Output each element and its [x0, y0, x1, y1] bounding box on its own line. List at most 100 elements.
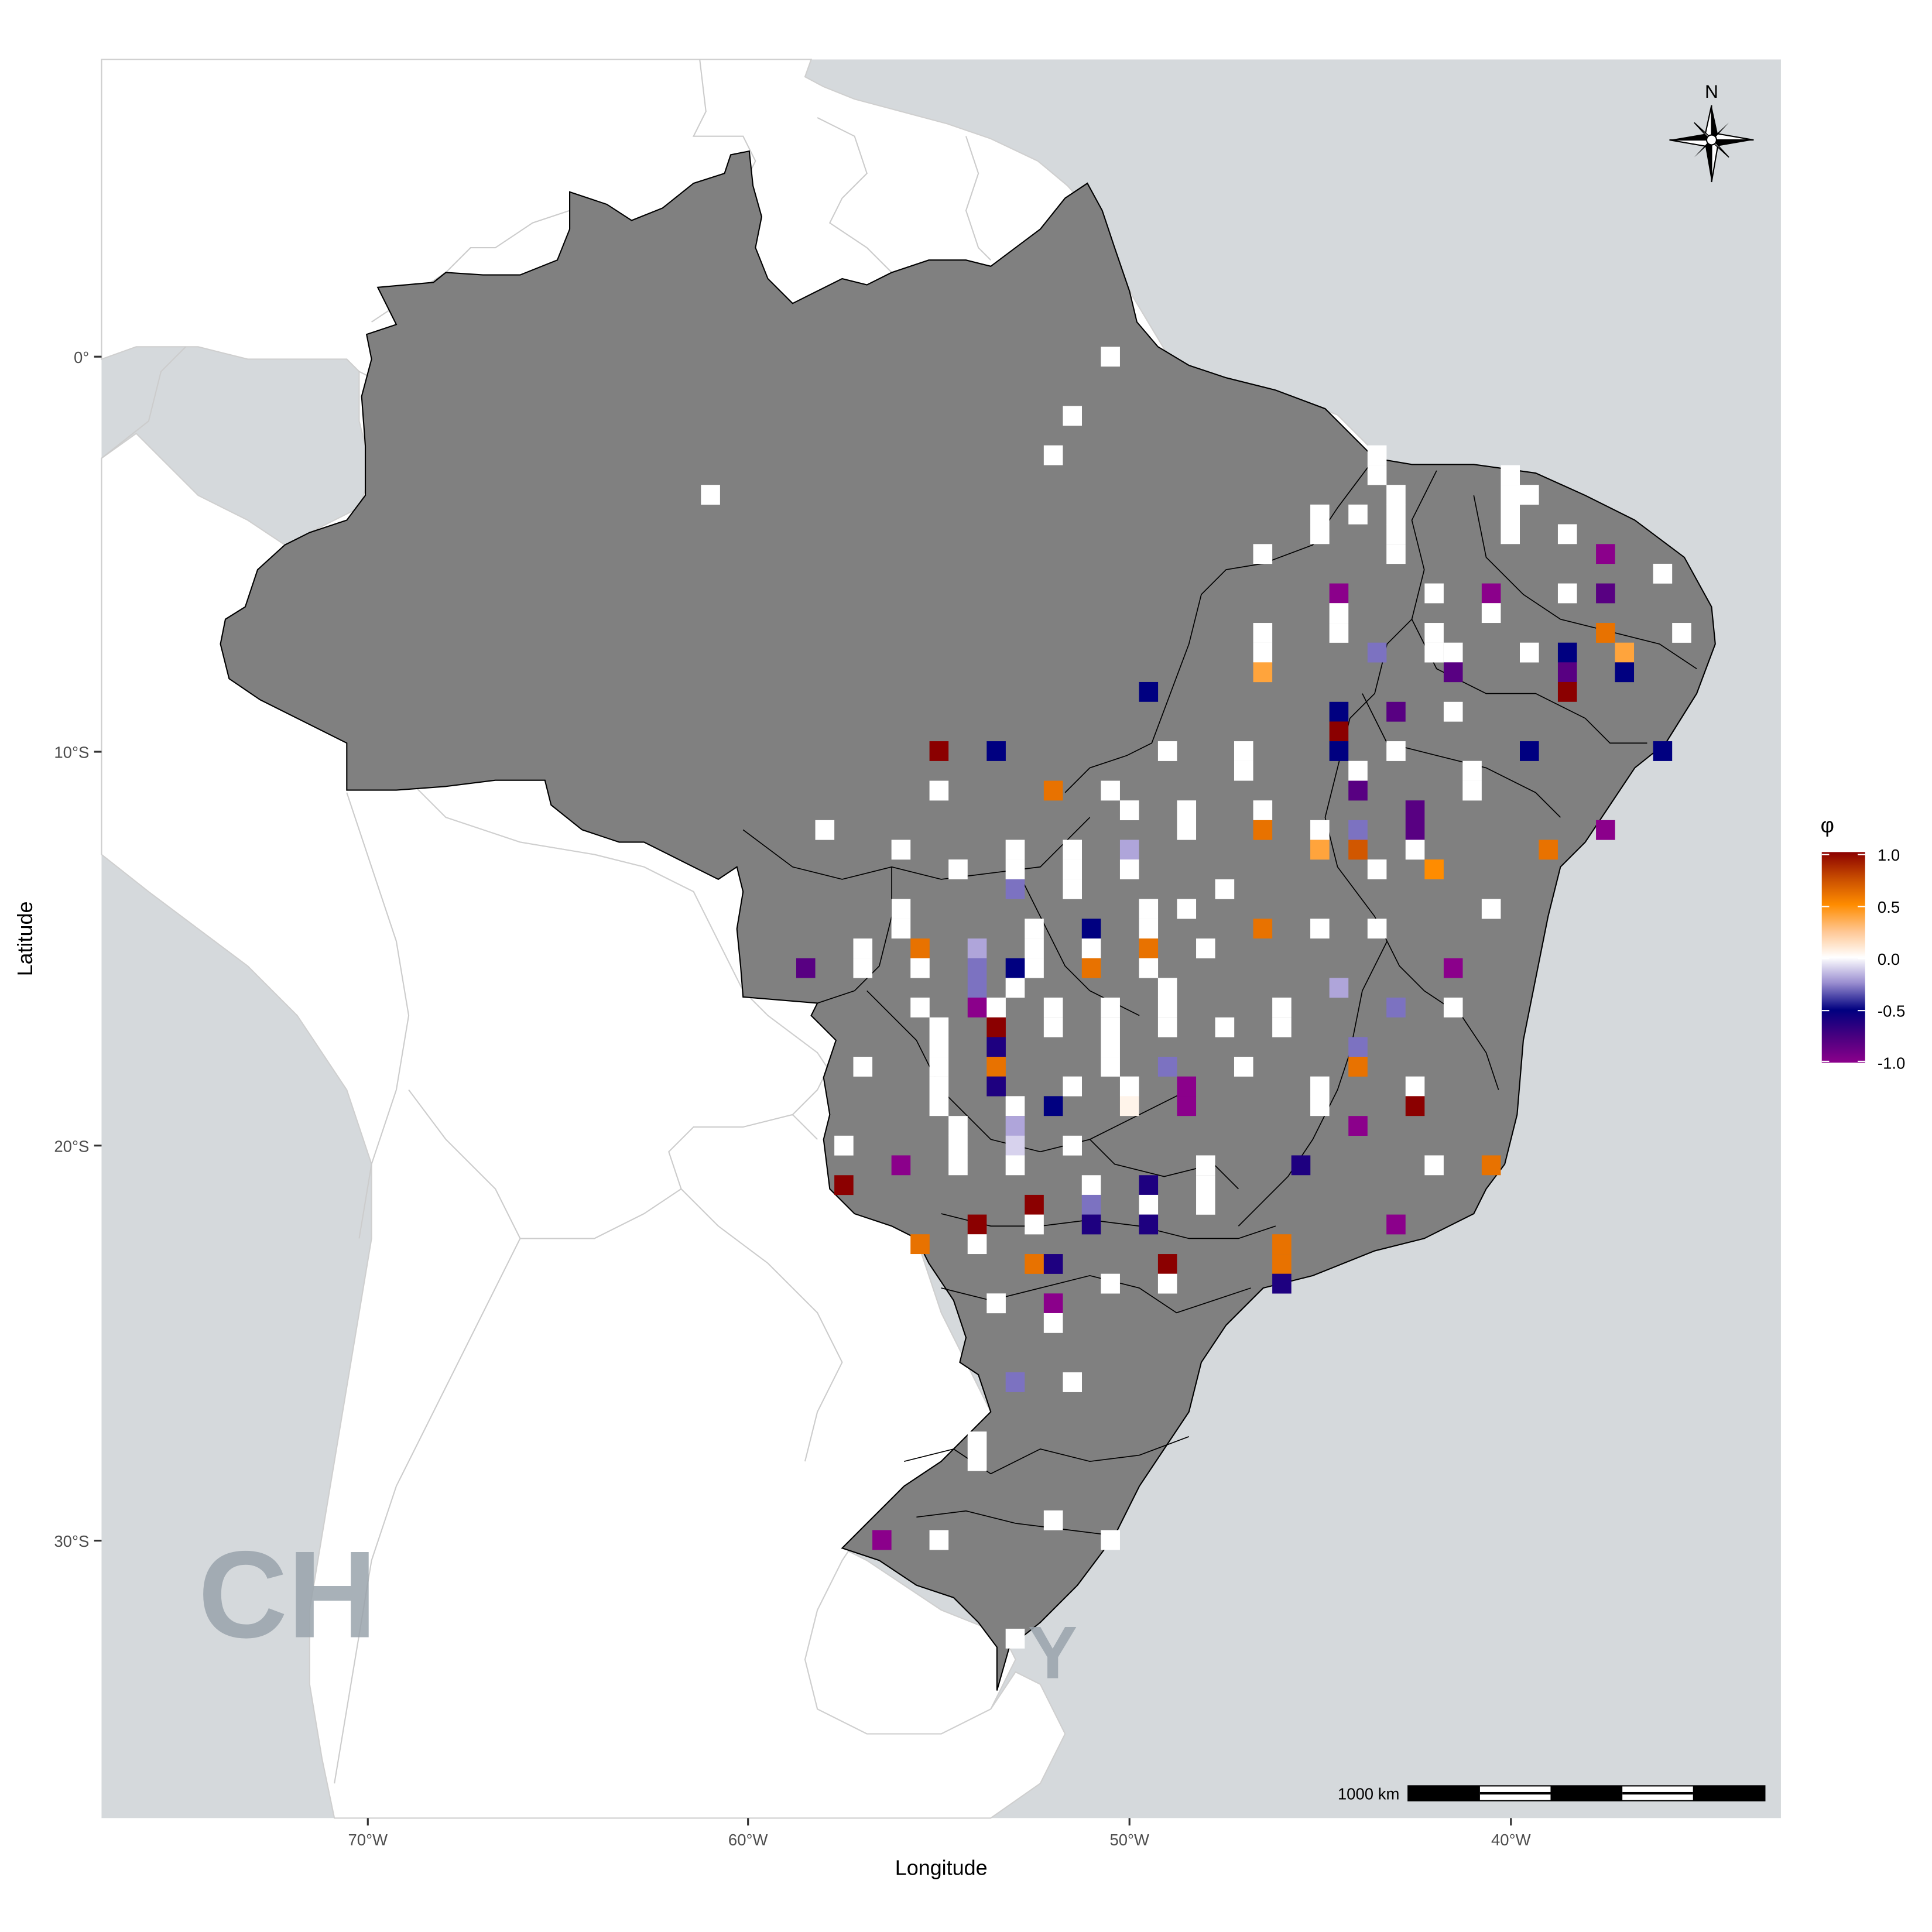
phi-cell — [1063, 1135, 1083, 1156]
phi-cell — [1119, 800, 1139, 821]
phi-cell — [1596, 623, 1615, 643]
phi-cell — [1043, 780, 1063, 801]
phi-cell — [1501, 524, 1520, 544]
phi-cell — [1119, 859, 1139, 879]
scale-bar-label: 1000 km — [1338, 1785, 1399, 1803]
phi-cell — [1481, 603, 1501, 624]
phi-cell — [1177, 820, 1197, 840]
phi-cell — [948, 859, 968, 879]
phi-cell — [1005, 958, 1025, 978]
phi-cell — [1329, 721, 1349, 742]
background-label-ch: CH — [198, 1526, 377, 1664]
phi-cell — [1615, 642, 1635, 663]
phi-cell — [1081, 958, 1101, 978]
phi-cell — [1386, 997, 1406, 1018]
phi-cell — [1081, 1214, 1101, 1235]
phi-cell — [1025, 1194, 1044, 1215]
phi-cell — [1501, 504, 1520, 525]
phi-cell — [1177, 1076, 1197, 1097]
phi-cell — [1481, 1155, 1501, 1176]
phi-cell — [1215, 1017, 1235, 1037]
phi-cell — [1081, 1175, 1101, 1195]
phi-cell — [1443, 701, 1463, 722]
phi-cell — [1157, 997, 1177, 1018]
phi-cell — [1348, 820, 1368, 840]
phi-cell — [1196, 1155, 1215, 1176]
phi-cell — [910, 938, 930, 958]
x-axis-title: Longitude — [895, 1856, 988, 1880]
phi-cell — [1119, 1096, 1139, 1116]
y-axis-title: Latitude — [13, 901, 37, 976]
phi-cell — [1272, 997, 1292, 1018]
phi-cell — [1063, 840, 1083, 860]
phi-cell — [1005, 859, 1025, 879]
phi-cell — [1310, 840, 1330, 860]
phi-cell — [1081, 1194, 1101, 1215]
phi-cell — [1157, 741, 1177, 761]
phi-cell — [1253, 919, 1273, 939]
phi-cell — [1005, 1628, 1025, 1649]
phi-cell — [853, 958, 873, 978]
phi-cell — [910, 997, 930, 1018]
phi-cell — [1348, 1116, 1368, 1136]
phi-cell — [1462, 761, 1482, 781]
phi-cell — [1348, 840, 1368, 860]
phi-cell — [1177, 800, 1197, 821]
phi-cell — [1367, 859, 1387, 879]
phi-cell — [1005, 978, 1025, 998]
phi-cell — [1310, 504, 1330, 525]
phi-cell — [929, 1076, 949, 1097]
phi-cell — [967, 978, 987, 998]
phi-cell — [1596, 544, 1615, 564]
phi-cell — [891, 899, 911, 919]
legend: φ 1.0 0.5 0.0 -0.5 -1.0 — [1821, 813, 1906, 1073]
phi-cell — [1443, 997, 1463, 1018]
phi-cell — [815, 820, 835, 840]
phi-cell — [1139, 1194, 1159, 1215]
phi-cell — [1310, 1076, 1330, 1097]
x-axis: 70°W 60°W 50°W 40°W Longitude — [348, 1818, 1531, 1880]
phi-cell — [1615, 662, 1635, 683]
phi-cell — [1101, 1037, 1120, 1057]
phi-cell — [1443, 958, 1463, 978]
phi-cell — [853, 938, 873, 958]
phi-cell — [1025, 1254, 1044, 1274]
phi-cell — [1081, 938, 1101, 958]
phi-cell — [1025, 919, 1044, 939]
phi-cell — [1557, 642, 1577, 663]
x-tick-label: 70°W — [348, 1831, 388, 1849]
phi-cell — [1025, 1214, 1044, 1235]
phi-cell — [986, 1017, 1006, 1037]
phi-cell — [1405, 1076, 1425, 1097]
phi-cell — [986, 1076, 1006, 1097]
north-arrow-icon: N — [1669, 81, 1754, 183]
phi-cell — [1119, 1076, 1139, 1097]
phi-cell — [1329, 583, 1349, 604]
legend-tick-label: -0.5 — [1878, 1002, 1905, 1020]
phi-cell — [929, 1017, 949, 1037]
phi-cell — [1557, 583, 1577, 604]
phi-cell — [929, 780, 949, 801]
phi-cell — [1005, 1135, 1025, 1156]
phi-cell — [1291, 1155, 1311, 1176]
phi-cell — [872, 1530, 892, 1550]
phi-cell — [701, 485, 720, 505]
phi-cell — [1367, 445, 1387, 465]
phi-cell — [1424, 642, 1444, 663]
phi-cell — [1329, 623, 1349, 643]
phi-cell — [1272, 1234, 1292, 1255]
phi-cell — [1329, 701, 1349, 722]
phi-cell — [1119, 840, 1139, 860]
phi-cell — [929, 1530, 949, 1550]
phi-cell — [986, 997, 1006, 1018]
phi-cell — [1539, 840, 1558, 860]
phi-cell — [1348, 504, 1368, 525]
phi-cell — [1386, 524, 1406, 544]
phi-cell — [1596, 583, 1615, 604]
phi-cell — [1272, 1254, 1292, 1274]
phi-cell — [1177, 899, 1197, 919]
phi-cell — [1157, 978, 1177, 998]
phi-cell — [1367, 919, 1387, 939]
phi-cell — [1157, 1273, 1177, 1294]
